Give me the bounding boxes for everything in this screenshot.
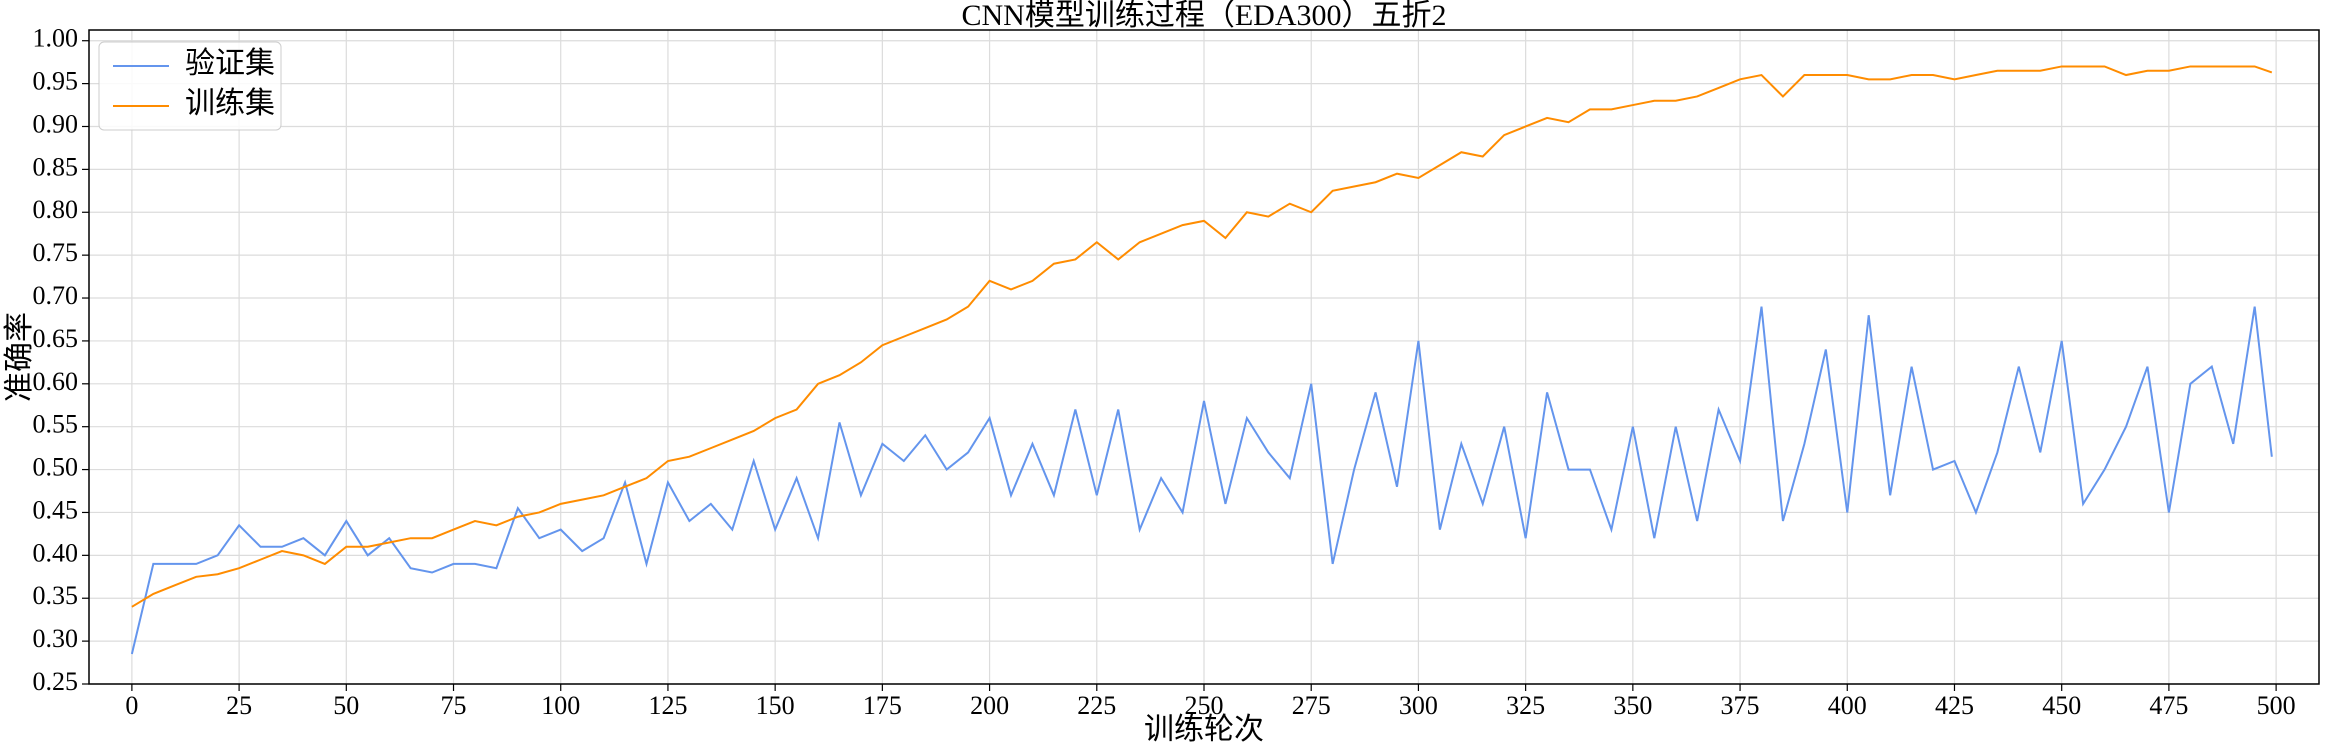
- y-axis-label: 准确率: [3, 312, 36, 402]
- x-tick-label: 450: [2042, 691, 2081, 720]
- x-tick-label: 200: [970, 691, 1009, 720]
- x-tick-label: 125: [648, 691, 687, 720]
- x-tick-label: 325: [1506, 691, 1545, 720]
- y-tick-label: 0.95: [33, 67, 79, 96]
- plot-frame: [88, 29, 2320, 685]
- y-tick-label: 0.60: [33, 367, 79, 396]
- x-tick-label: 50: [333, 691, 359, 720]
- legend-label: 验证集: [185, 47, 275, 80]
- x-tick-label: 500: [2257, 691, 2296, 720]
- y-tick-label: 0.40: [33, 538, 79, 567]
- x-tick-label: 100: [541, 691, 580, 720]
- y-tick-label: 1.00: [33, 24, 79, 53]
- chart-title: CNN模型训练过程（EDA300）五折2: [962, 0, 1447, 32]
- x-tick-label: 75: [441, 691, 467, 720]
- legend-box: [98, 41, 282, 131]
- x-tick-label: 225: [1077, 691, 1116, 720]
- y-tick-label: 0.80: [33, 195, 79, 224]
- y-tick-label: 0.90: [33, 109, 79, 138]
- y-tick-label: 0.50: [33, 453, 79, 482]
- x-tick-label: 300: [1399, 691, 1438, 720]
- y-tick-label: 0.85: [33, 152, 79, 181]
- y-tick-label: 0.30: [33, 624, 79, 653]
- y-tick-label: 0.65: [33, 324, 79, 353]
- x-tick-label: 150: [756, 691, 795, 720]
- y-tick-label: 0.70: [33, 281, 79, 310]
- x-tick-label: 475: [2149, 691, 2188, 720]
- legend-label: 训练集: [185, 87, 275, 120]
- y-tick-label: 0.25: [33, 667, 79, 696]
- x-tick-label: 250: [1185, 691, 1224, 720]
- x-axis-label: 训练轮次: [1144, 713, 1264, 746]
- x-tick-label: 175: [863, 691, 902, 720]
- x-tick-label: 350: [1613, 691, 1652, 720]
- data-line: [130, 306, 2273, 655]
- y-tick-label: 0.35: [33, 581, 79, 610]
- y-tick-label: 0.55: [33, 410, 79, 439]
- data-line: [131, 65, 2273, 608]
- x-tick-label: 425: [1935, 691, 1974, 720]
- x-tick-label: 25: [226, 691, 252, 720]
- y-tick-label: 0.45: [33, 495, 79, 524]
- x-tick-label: 400: [1828, 691, 1867, 720]
- y-tick-label: 0.75: [33, 238, 79, 267]
- x-tick-label: 0: [125, 691, 138, 720]
- x-tick-label: 375: [1721, 691, 1760, 720]
- x-tick-label: 275: [1292, 691, 1331, 720]
